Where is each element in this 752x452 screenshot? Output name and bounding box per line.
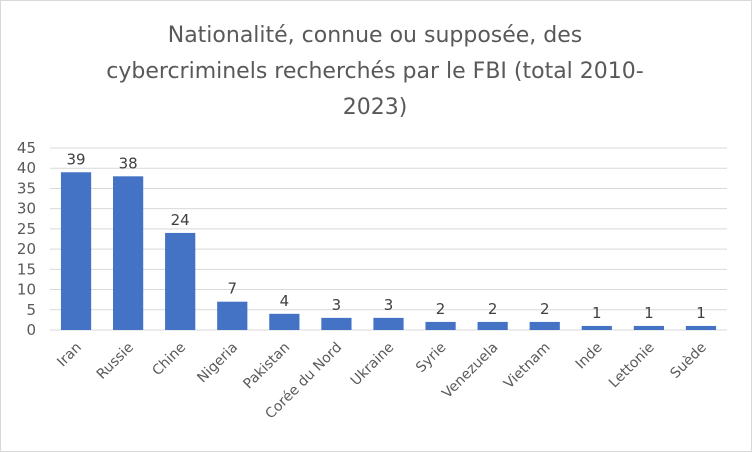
bar <box>269 313 300 330</box>
bar <box>321 317 352 330</box>
chart-title-line-3: 2023) <box>342 95 408 120</box>
data-label: 3 <box>384 296 394 314</box>
y-tick-label: 35 <box>17 179 36 197</box>
data-label: 39 <box>66 150 85 168</box>
bar <box>165 232 196 330</box>
data-labels: 39 38 24 7 4 3 3 2 2 2 1 1 1 <box>66 150 705 322</box>
x-tick-label: Syrie <box>413 340 449 376</box>
data-label: 7 <box>227 280 237 298</box>
data-label: 24 <box>171 211 190 229</box>
x-tick-label: Venezuela <box>439 340 501 402</box>
bar <box>60 172 92 330</box>
bar <box>477 321 508 330</box>
x-tick-label: Pakistan <box>240 340 293 393</box>
y-tick-label: 15 <box>17 260 36 278</box>
bar <box>581 325 612 330</box>
y-tick-label: 20 <box>17 240 36 258</box>
x-tick-label: Inde <box>573 340 606 373</box>
chart-title-line-2: cybercriminels recherchés par le FBI (to… <box>106 59 644 84</box>
chart-title-line-1: Nationalité, connue ou supposée, des <box>167 23 583 48</box>
data-label: 2 <box>540 300 550 318</box>
y-axis-tick-labels: 0 5 10 15 20 25 30 35 40 45 <box>17 139 36 339</box>
x-tick-label: Lettonie <box>606 340 658 392</box>
chart-title: Nationalité, connue ou supposée, des cyb… <box>0 18 750 126</box>
data-label: 38 <box>119 154 138 172</box>
x-tick-label: Chine <box>149 340 189 380</box>
y-tick-label: 25 <box>17 220 36 238</box>
bar <box>373 317 404 330</box>
x-tick-label: Suède <box>667 340 709 382</box>
y-tick-label: 40 <box>17 159 36 177</box>
y-tick-label: 0 <box>26 321 36 339</box>
y-tick-label: 45 <box>17 139 36 157</box>
data-label: 2 <box>436 300 446 318</box>
x-tick-label: Nigeria <box>194 340 241 387</box>
bar <box>529 321 560 330</box>
x-tick-label: Iran <box>54 340 85 371</box>
data-label: 1 <box>592 304 602 322</box>
data-label: 1 <box>644 304 654 322</box>
data-label: 1 <box>696 304 706 322</box>
bar <box>633 325 664 330</box>
bar <box>217 301 248 330</box>
bar <box>685 325 717 330</box>
y-tick-label: 5 <box>26 301 36 319</box>
data-label: 3 <box>332 296 342 314</box>
y-tick-label: 30 <box>17 200 36 218</box>
y-tick-label: 10 <box>17 281 36 299</box>
x-tick-label: Ukraine <box>348 340 398 390</box>
bars <box>60 172 717 330</box>
x-tick-label: Russie <box>94 340 137 383</box>
data-label: 4 <box>280 292 290 310</box>
data-label: 2 <box>488 300 498 318</box>
bar <box>425 321 456 330</box>
x-tick-label: Vietnam <box>501 340 554 393</box>
bar <box>113 176 144 330</box>
